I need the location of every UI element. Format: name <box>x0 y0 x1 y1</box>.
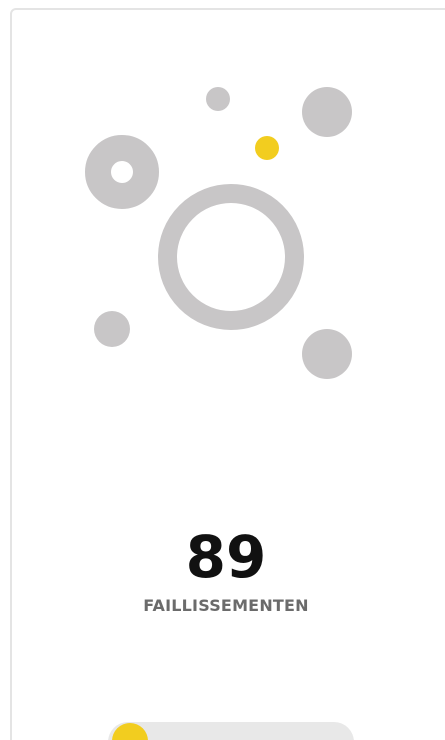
dot <box>94 311 130 347</box>
dot <box>302 87 352 137</box>
stat-label: FAILLISSEMENTEN <box>0 594 445 618</box>
ring <box>168 194 295 321</box>
page: {"stat": {"value": 89, "label": "FAILLIS… <box>0 0 445 740</box>
dot <box>302 329 352 379</box>
accent-dot <box>255 136 279 160</box>
illustration <box>0 0 445 740</box>
dot <box>206 87 230 111</box>
stat-value: 89 <box>0 522 445 592</box>
ring <box>98 148 146 196</box>
